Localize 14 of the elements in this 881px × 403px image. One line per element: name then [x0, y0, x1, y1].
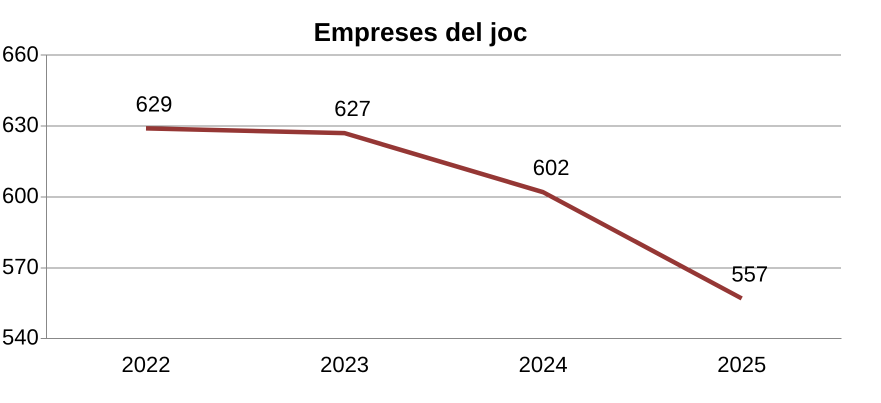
data-label: 629 — [136, 91, 172, 116]
y-tick-label: 540 — [2, 324, 39, 350]
x-tick-label: 2024 — [518, 352, 568, 377]
data-label: 557 — [731, 262, 768, 287]
x-tick-label: 2025 — [717, 352, 766, 377]
data-label: 627 — [334, 96, 371, 122]
chart-title: Empreses del joc — [314, 16, 528, 47]
x-tick-label: 2023 — [320, 352, 370, 377]
y-tick-label: 600 — [2, 182, 39, 208]
y-tick-label: 660 — [2, 41, 39, 66]
y-tick-label: 630 — [2, 112, 39, 138]
x-tick-label: 2022 — [122, 352, 170, 377]
data-label: 602 — [532, 155, 570, 180]
y-tick-label: 570 — [2, 254, 39, 279]
